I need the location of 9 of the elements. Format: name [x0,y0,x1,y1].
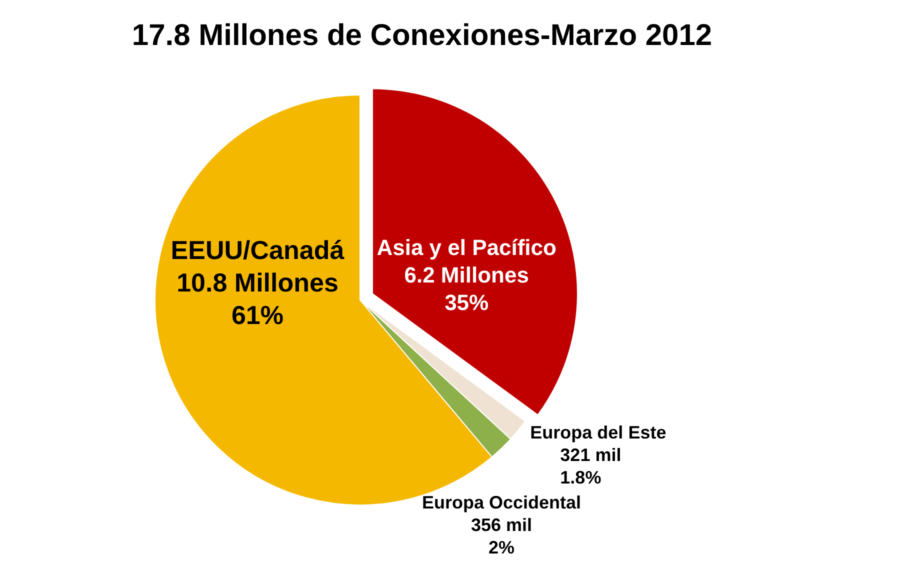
slice-label: EEUU/Canadá [170,235,345,265]
slice-label: Europa Occidental [422,492,582,512]
data-label: 321 mil 1.8% [560,444,622,488]
data-label: 356 mil 2% [470,514,532,558]
data-label: 6.2 Millones 35% [404,262,529,315]
slice-label: Europa del Este [530,422,666,442]
slice-label: Asia y el Pacífico [376,234,556,260]
data-label: 10.8 Millones 61% [176,268,338,330]
chart-title: 17.8 Millones de Conexiones-Marzo 2012 [132,19,712,52]
